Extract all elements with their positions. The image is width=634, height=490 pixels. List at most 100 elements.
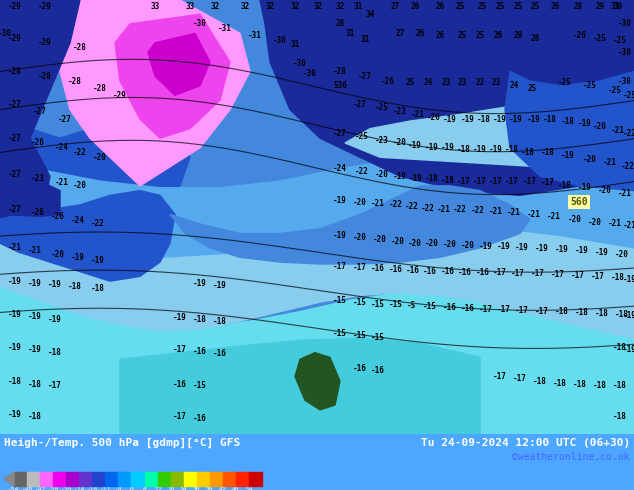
Text: -16: -16 xyxy=(476,268,490,277)
Text: 24: 24 xyxy=(424,78,432,87)
Text: -21: -21 xyxy=(623,221,634,230)
Text: -21: -21 xyxy=(618,189,632,198)
Text: -18: -18 xyxy=(48,348,62,357)
Text: Tu 24-09-2024 12:00 UTC (06+30): Tu 24-09-2024 12:00 UTC (06+30) xyxy=(421,438,630,448)
Bar xyxy=(131,472,145,486)
Text: -26: -26 xyxy=(31,139,45,147)
Text: -19: -19 xyxy=(497,243,511,251)
Bar xyxy=(223,472,236,486)
Text: 30: 30 xyxy=(613,2,623,11)
Text: -17: -17 xyxy=(497,305,511,314)
Text: -19: -19 xyxy=(333,231,347,240)
Text: 34: 34 xyxy=(365,10,375,19)
Text: 23: 23 xyxy=(491,78,501,87)
Text: -23: -23 xyxy=(393,107,407,116)
Text: -17: -17 xyxy=(505,176,519,186)
Text: 25: 25 xyxy=(495,2,505,11)
Text: -20: -20 xyxy=(353,197,367,207)
Text: -17: -17 xyxy=(353,263,367,272)
Text: -21: -21 xyxy=(611,126,625,135)
Text: 25: 25 xyxy=(405,78,415,87)
Text: -17: -17 xyxy=(523,176,537,186)
Text: -19: -19 xyxy=(443,115,457,123)
Text: 32: 32 xyxy=(290,2,300,11)
Text: -26: -26 xyxy=(381,76,395,86)
Text: -16: -16 xyxy=(458,268,472,277)
Text: -31: -31 xyxy=(248,31,262,40)
Text: 26: 26 xyxy=(550,2,560,11)
Text: -15: -15 xyxy=(353,297,367,307)
Text: 42: 42 xyxy=(219,487,226,490)
Text: -19: -19 xyxy=(333,196,347,205)
Text: -25: -25 xyxy=(583,81,597,90)
Text: -15: -15 xyxy=(423,302,437,311)
Text: -29: -29 xyxy=(38,2,52,11)
Text: 26: 26 xyxy=(415,29,425,38)
Text: -17: -17 xyxy=(493,268,507,277)
Text: -20: -20 xyxy=(73,181,87,190)
Text: -30: -30 xyxy=(618,76,632,86)
Text: -15: -15 xyxy=(371,299,385,309)
Text: -20: -20 xyxy=(588,218,602,226)
Text: -17: -17 xyxy=(513,374,527,383)
Text: -16: -16 xyxy=(173,380,187,389)
Text: -16: -16 xyxy=(406,266,420,275)
Text: -20: -20 xyxy=(598,186,612,195)
Text: -19: -19 xyxy=(173,313,187,322)
Text: -18: -18 xyxy=(561,117,575,125)
Text: 48: 48 xyxy=(232,487,240,490)
Text: -42: -42 xyxy=(34,487,46,490)
Text: -18: -18 xyxy=(613,382,627,391)
Text: -16: -16 xyxy=(423,267,437,276)
Text: -16: -16 xyxy=(353,365,367,373)
Text: -25: -25 xyxy=(613,36,627,46)
Text: 26: 26 xyxy=(410,2,420,11)
Bar xyxy=(79,472,93,486)
Bar xyxy=(119,472,131,486)
Text: 26: 26 xyxy=(436,2,444,11)
Text: 536: 536 xyxy=(333,81,347,90)
Text: -17: -17 xyxy=(511,269,525,278)
Text: 25: 25 xyxy=(457,31,467,40)
Text: -31: -31 xyxy=(218,24,232,33)
Text: -28: -28 xyxy=(68,76,82,86)
Text: -19: -19 xyxy=(623,311,634,320)
Text: -29: -29 xyxy=(8,2,22,11)
Text: -18: -18 xyxy=(28,380,42,389)
Text: 24: 24 xyxy=(509,81,519,90)
Text: -21: -21 xyxy=(547,212,561,221)
Text: -17: -17 xyxy=(541,178,555,188)
Text: -19: -19 xyxy=(71,253,85,262)
Text: -18: -18 xyxy=(613,343,627,352)
Text: -24: -24 xyxy=(333,164,347,173)
Polygon shape xyxy=(115,14,230,138)
Text: -19: -19 xyxy=(515,244,529,252)
Text: -23: -23 xyxy=(375,136,389,145)
Text: 12: 12 xyxy=(154,487,161,490)
Text: -18: -18 xyxy=(8,377,22,386)
Text: -16: -16 xyxy=(441,267,455,276)
Text: -30: -30 xyxy=(61,487,72,490)
Text: -19: -19 xyxy=(595,248,609,257)
Text: -22: -22 xyxy=(421,204,435,213)
Polygon shape xyxy=(0,91,190,243)
Text: 28: 28 xyxy=(573,2,583,11)
Text: 18: 18 xyxy=(167,487,174,490)
Text: -19: -19 xyxy=(461,115,475,123)
Text: -22: -22 xyxy=(405,202,419,211)
Text: 25: 25 xyxy=(514,2,522,11)
Text: -27: -27 xyxy=(8,100,22,109)
Text: 560: 560 xyxy=(570,197,588,207)
Text: -21: -21 xyxy=(437,205,451,214)
Text: -18: -18 xyxy=(425,174,439,183)
Text: -19: -19 xyxy=(489,145,503,154)
Text: -26: -26 xyxy=(573,31,587,40)
Bar xyxy=(14,472,27,486)
Text: -17: -17 xyxy=(173,412,187,421)
Text: -18: -18 xyxy=(87,487,98,490)
Bar xyxy=(210,472,223,486)
Text: -19: -19 xyxy=(28,345,42,354)
Text: -25: -25 xyxy=(593,34,607,43)
Text: -27: -27 xyxy=(8,170,22,179)
Text: -25: -25 xyxy=(623,91,634,100)
